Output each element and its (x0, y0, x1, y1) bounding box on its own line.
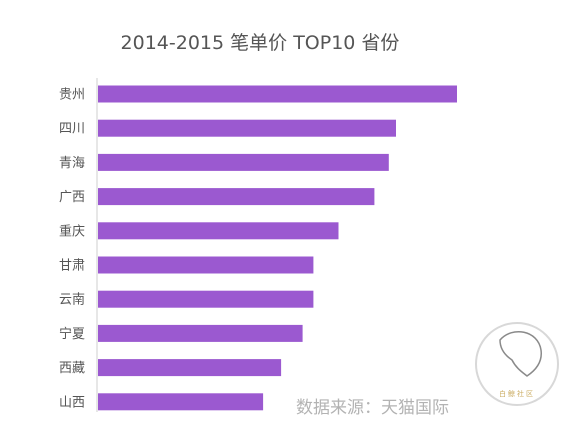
bar-7 (98, 290, 314, 308)
bars-group (98, 85, 457, 411)
category-label-5: 重庆 (59, 223, 85, 239)
category-label-2: 四川 (59, 122, 85, 137)
whale-icon (499, 331, 542, 377)
bar-9 (98, 359, 282, 377)
category-label-8: 宁夏 (59, 326, 85, 342)
bar-2 (98, 119, 396, 137)
bar-6 (98, 256, 314, 274)
watermark-text: 白鲸社区 (499, 389, 535, 398)
category-label-10: 山西 (59, 395, 85, 410)
bar-1 (98, 85, 457, 103)
category-label-3: 青海 (59, 156, 85, 171)
bar-10 (98, 393, 264, 411)
category-label-4: 广西 (59, 190, 85, 205)
category-label-1: 贵州 (59, 88, 85, 103)
category-label-7: 云南 (59, 292, 85, 308)
watermark-circle (475, 322, 559, 406)
watermark-logo: 白鲸社区 (475, 322, 559, 406)
chart-title: 2014-2015 笔单价 TOP10 省份 (121, 32, 400, 54)
bar-5 (98, 222, 339, 240)
source-note: 数据来源：天猫国际 (296, 398, 449, 418)
bar-4 (98, 188, 375, 206)
bar-8 (98, 324, 303, 342)
category-label-9: 西藏 (59, 361, 85, 376)
bar-3 (98, 153, 389, 171)
category-label-6: 甘肃 (59, 259, 85, 274)
